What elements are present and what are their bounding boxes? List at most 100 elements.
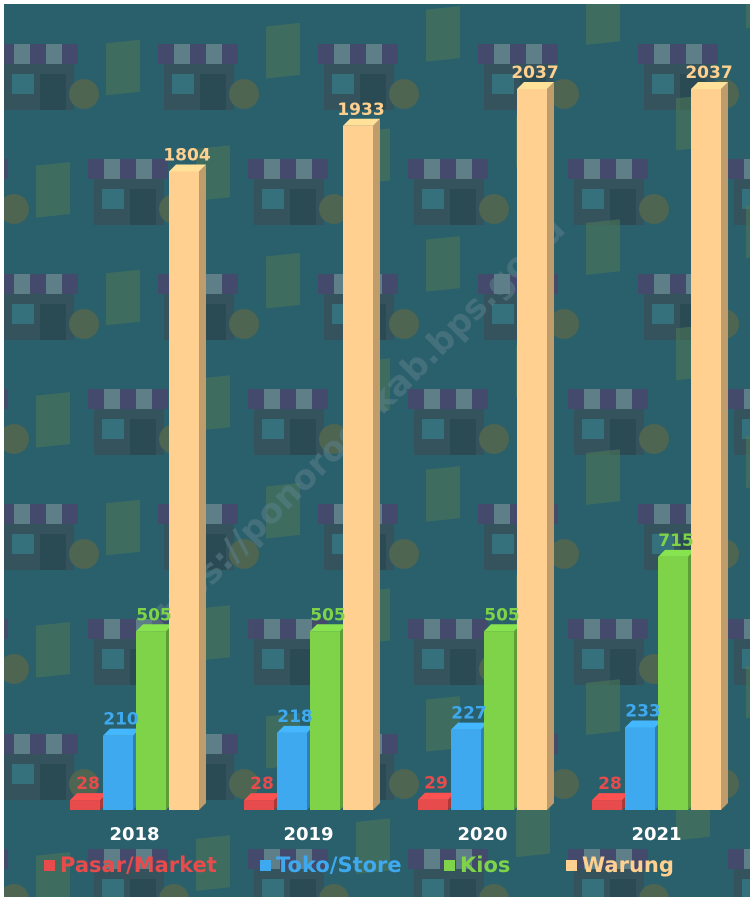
shop-illustration: [4, 389, 70, 454]
bar-front: [592, 800, 622, 810]
bar-toko-store-2021: [625, 720, 662, 810]
data-label: 1933: [337, 100, 384, 120]
legend-swatch: [44, 860, 55, 871]
data-label: 505: [310, 605, 346, 625]
shop-illustration: [568, 784, 710, 897]
bar-top: [484, 624, 521, 632]
bar-front: [691, 89, 721, 810]
legend-item: Kios: [444, 853, 510, 877]
data-label: 28: [250, 774, 274, 794]
bar-front: [277, 732, 307, 810]
bar-top: [658, 549, 695, 557]
bar-top: [103, 728, 140, 736]
bar-front: [70, 800, 100, 810]
bar-front: [517, 89, 547, 810]
data-label: 227: [451, 704, 487, 724]
bar-kios-2018: [136, 624, 173, 810]
bar-pasar-market-2020: [418, 792, 455, 810]
shop-illustration: [88, 145, 230, 225]
bar-side: [547, 82, 554, 810]
bar-toko-store-2018: [103, 728, 140, 810]
legend-label: Pasar/Market: [60, 853, 217, 877]
shop-illustration: [4, 499, 140, 570]
bar-toko-store-2019: [277, 725, 314, 810]
bar-pasar-market-2021: [592, 793, 629, 810]
data-label: 715: [658, 531, 694, 551]
bar-kios-2021: [658, 549, 695, 810]
bar-top: [136, 624, 173, 632]
shop-illustration: [88, 835, 230, 897]
bar-front: [310, 631, 340, 810]
bar-warung-2019: [343, 118, 380, 811]
bar-toko-store-2020: [451, 722, 488, 810]
bar-top: [310, 624, 347, 632]
bar-pasar-market-2019: [244, 793, 281, 810]
category-label: 2019: [283, 824, 333, 845]
legend-item: Warung: [566, 853, 674, 877]
bar-top: [244, 793, 281, 801]
shop-illustration: [318, 466, 460, 570]
bar-kios-2020: [484, 624, 521, 810]
shop-illustration: [4, 619, 70, 684]
bar-top: [343, 118, 380, 126]
chart-canvas: https://ponorogokab.bps.go.id 2821050518…: [4, 4, 750, 897]
category-label: 2018: [109, 824, 159, 845]
legend-label: Warung: [582, 853, 674, 877]
data-label: 505: [136, 605, 172, 625]
bar-top: [169, 164, 206, 172]
bar-top: [592, 793, 629, 801]
legend-swatch: [566, 860, 577, 871]
shop-illustration: [4, 159, 70, 224]
legend-item: Pasar/Market: [44, 853, 217, 877]
data-label: 1804: [163, 145, 210, 165]
bar-front: [103, 735, 133, 810]
shop-illustration: [568, 94, 710, 225]
bar-front: [418, 799, 448, 810]
labels-layer: 28 210 505 1804 2018 28 218 505 1933 2019 29 227 505…: [76, 63, 733, 845]
data-label: 210: [103, 710, 139, 730]
bar-side: [721, 82, 728, 810]
bar-kios-2019: [310, 624, 347, 810]
category-label: 2020: [457, 824, 507, 845]
legend-swatch: [444, 860, 455, 871]
data-label: 28: [598, 774, 622, 794]
shop-illustration: [88, 375, 230, 455]
bar-front: [169, 171, 199, 810]
data-label: 28: [76, 774, 100, 794]
data-label: 505: [484, 605, 520, 625]
bar-top: [625, 720, 662, 728]
bar-pasar-market-2018: [70, 793, 107, 810]
data-label: 2037: [511, 63, 558, 83]
bar-front: [625, 727, 655, 810]
shop-illustration: [4, 269, 140, 340]
bar-side: [373, 118, 380, 811]
bar-front: [244, 800, 274, 810]
bar-front: [343, 125, 373, 811]
shop-illustration: [248, 818, 390, 897]
bar-warung-2020: [517, 82, 554, 810]
shop-illustration: [4, 39, 140, 110]
legend-label: Kios: [460, 853, 510, 877]
bar-front: [136, 631, 166, 810]
legend-item: Toko/Store: [260, 853, 402, 877]
shop-illustration: [158, 22, 300, 110]
bar-front: [484, 631, 514, 810]
legend: Pasar/Market Toko/Store Kios Warung: [44, 853, 674, 877]
data-label: 233: [625, 702, 661, 722]
shop-illustration: [568, 324, 710, 455]
bar-top: [418, 792, 455, 800]
bar-warung-2021: [691, 82, 728, 810]
data-label: 2037: [685, 63, 732, 83]
bar-front: [451, 729, 481, 810]
bar-top: [277, 725, 314, 733]
data-label: 218: [277, 707, 313, 727]
bar-top: [517, 82, 554, 89]
bar-side: [199, 164, 206, 810]
data-label: 29: [424, 774, 448, 794]
category-label: 2021: [631, 824, 681, 845]
shop-illustration: [728, 849, 750, 897]
shop-illustration: [408, 801, 550, 897]
bars-layer: [70, 82, 728, 811]
bar-top: [451, 722, 488, 730]
legend-label: Toko/Store: [276, 853, 402, 877]
